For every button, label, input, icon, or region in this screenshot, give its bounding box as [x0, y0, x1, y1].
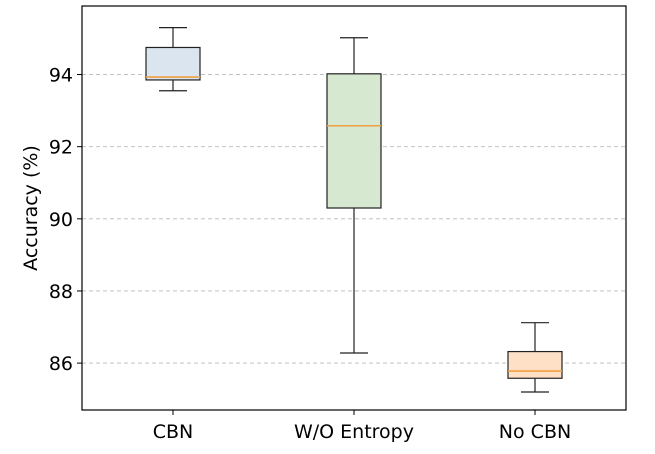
box-1-iqr [326, 73, 382, 209]
x-tick-label-2: No CBN [499, 421, 571, 443]
x-tick-label-0: CBN [153, 421, 194, 443]
y-tick-label-88: 88 [49, 281, 73, 303]
y-axis-label: Accuracy (%) [20, 145, 42, 271]
y-tick-label-90: 90 [49, 209, 73, 231]
x-axis: CBN W/O Entropy No CBN [153, 410, 571, 443]
box-0 [145, 27, 201, 92]
y-tick-label-94: 94 [49, 65, 73, 87]
box-0-iqr [145, 46, 201, 81]
y-tick-label-86: 86 [49, 353, 73, 375]
box-2 [507, 322, 563, 393]
y-tick-label-92: 92 [49, 137, 73, 159]
box-1 [326, 37, 382, 354]
y-axis: 86 88 90 92 94 [49, 65, 82, 375]
boxes [145, 27, 563, 393]
box-2-iqr [507, 350, 563, 379]
x-tick-label-1: W/O Entropy [294, 421, 414, 443]
